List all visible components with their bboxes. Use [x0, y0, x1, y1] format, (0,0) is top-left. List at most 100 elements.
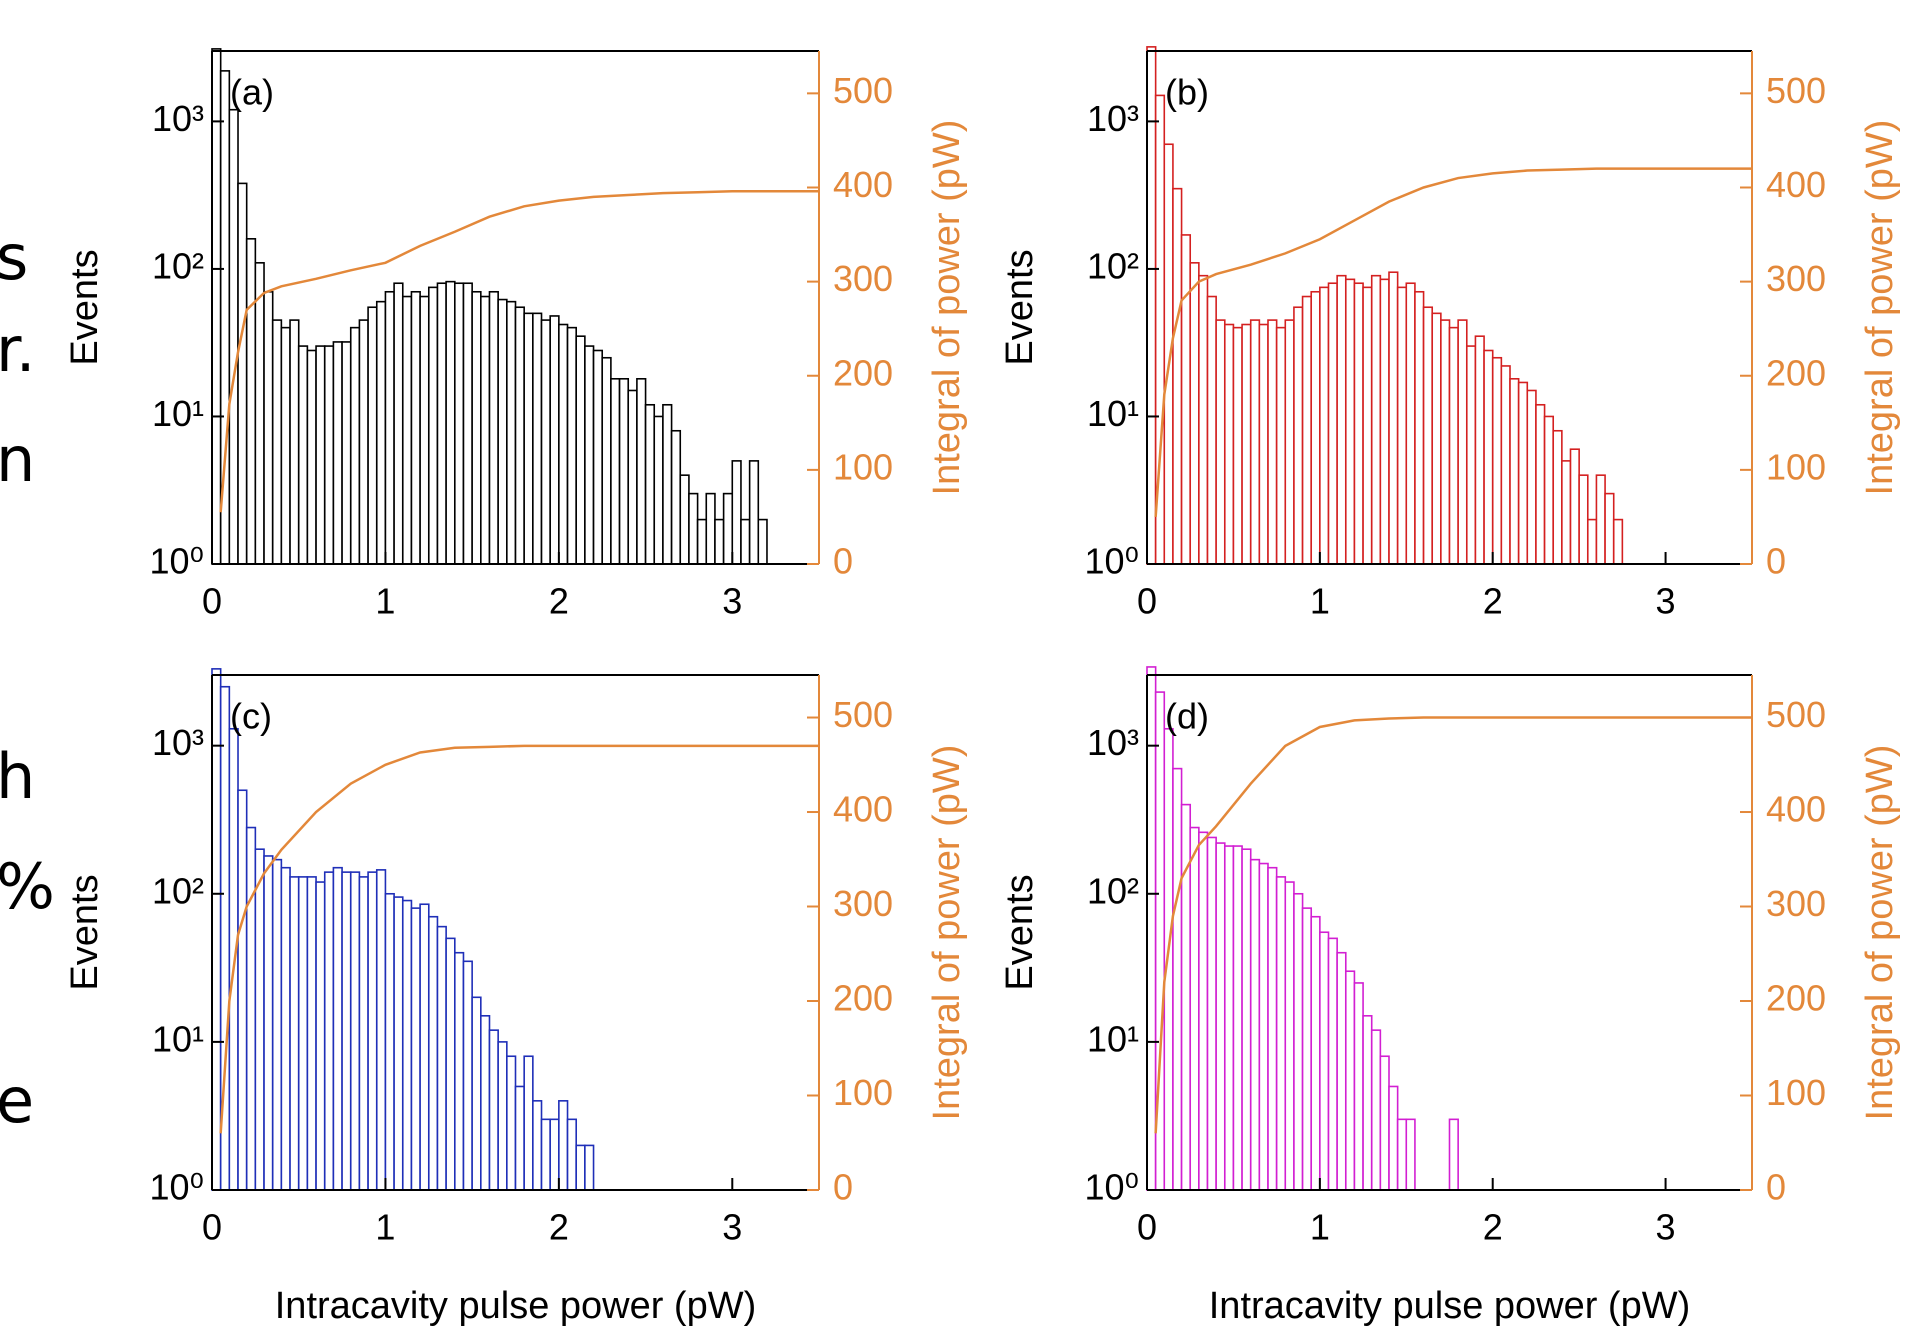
x-tick-label: 3 [722, 581, 742, 622]
bar [549, 315, 560, 565]
bar [740, 518, 751, 565]
bar [1284, 319, 1295, 565]
bar [471, 996, 482, 1191]
bar [757, 518, 768, 565]
bar [1206, 295, 1217, 565]
bar [462, 960, 473, 1191]
bar [1258, 323, 1269, 565]
y-tick-label: 10² [1087, 245, 1139, 286]
y-tick-label: 10² [152, 870, 204, 911]
bar [393, 282, 404, 565]
y-tick-label: 10⁰ [1085, 1167, 1139, 1208]
bar [1457, 319, 1468, 565]
y2-tick-label: 300 [833, 883, 893, 924]
x-axis-label: Intracavity pulse power (pW) [275, 1285, 757, 1327]
bar [271, 319, 283, 565]
bar [297, 345, 309, 565]
bar [245, 238, 257, 565]
bar [410, 907, 421, 1191]
bar [436, 925, 447, 1191]
y-tick-label: 10¹ [1087, 1018, 1139, 1059]
integral-line [219, 190, 819, 513]
y2-tick-label: 0 [1766, 1167, 1786, 1208]
bar [1223, 845, 1235, 1191]
bar [1327, 937, 1338, 1191]
y2-tick-label: 300 [1766, 883, 1826, 924]
bar [1440, 319, 1451, 565]
bar [1223, 323, 1235, 565]
bar [228, 108, 239, 565]
bar [1604, 492, 1615, 565]
bar [1561, 460, 1572, 565]
bar [1241, 323, 1252, 565]
bar [271, 858, 283, 1191]
bar [453, 282, 465, 565]
bar [506, 1055, 517, 1191]
bar [480, 1015, 491, 1191]
bar [1422, 306, 1434, 565]
y-tick-label: 10¹ [1087, 393, 1139, 434]
y2-tick-label: 400 [1766, 164, 1826, 205]
y2-tick-label: 100 [1766, 1072, 1826, 1113]
bar [1543, 415, 1555, 565]
bar [488, 290, 499, 565]
bar [610, 378, 621, 565]
bar [263, 855, 274, 1191]
y2-tick-label: 200 [1766, 352, 1826, 393]
x-tick-label: 2 [1483, 581, 1503, 622]
bar [445, 937, 456, 1191]
bar [653, 415, 664, 565]
x-tick-label: 0 [1137, 1207, 1157, 1248]
bar [1396, 286, 1408, 565]
bar [315, 881, 326, 1191]
bar [1267, 319, 1278, 565]
y2-tick-label: 500 [1766, 70, 1826, 111]
bar [332, 866, 343, 1191]
y2-tick-label: 0 [1766, 541, 1786, 582]
y2-tick-label: 500 [1766, 694, 1826, 735]
bar [532, 312, 543, 565]
bar [341, 341, 352, 565]
y2-tick-label: 500 [833, 694, 893, 735]
bar [462, 282, 473, 565]
bar [1586, 518, 1598, 565]
bar [419, 295, 430, 565]
bar [280, 866, 291, 1191]
bar [1344, 970, 1356, 1191]
x-tick-label: 2 [549, 1207, 569, 1248]
bar [584, 345, 595, 565]
bar [523, 1055, 534, 1191]
bar [1310, 290, 1321, 565]
bar [670, 429, 682, 565]
bar [1578, 474, 1589, 565]
bar [436, 282, 447, 565]
bar [427, 915, 439, 1191]
bar [1189, 262, 1200, 565]
bar [1293, 892, 1304, 1191]
bar [1232, 845, 1243, 1191]
bar [506, 300, 517, 565]
bar [1172, 187, 1183, 565]
panel-label: (c) [230, 696, 272, 737]
bar [341, 871, 352, 1191]
integral-line [1154, 167, 1752, 518]
margin-fragment: % [0, 850, 55, 923]
bar [1517, 381, 1529, 565]
y-tick-label: 10¹ [152, 393, 204, 434]
bar [1275, 326, 1287, 565]
bar [1293, 306, 1304, 565]
margin-fragment: h [0, 740, 35, 813]
bar [1483, 349, 1494, 565]
bar [1310, 915, 1321, 1191]
bar [1362, 1015, 1373, 1191]
y2-axis-label: Integral of power (pW) [926, 745, 968, 1121]
y2-tick-label: 400 [833, 789, 893, 830]
bar [584, 1144, 595, 1191]
bar [306, 349, 317, 565]
bar [1414, 290, 1425, 565]
bar [480, 295, 491, 565]
bar [1379, 1055, 1390, 1191]
x-tick-label: 0 [202, 1207, 222, 1248]
bar [1535, 403, 1546, 565]
